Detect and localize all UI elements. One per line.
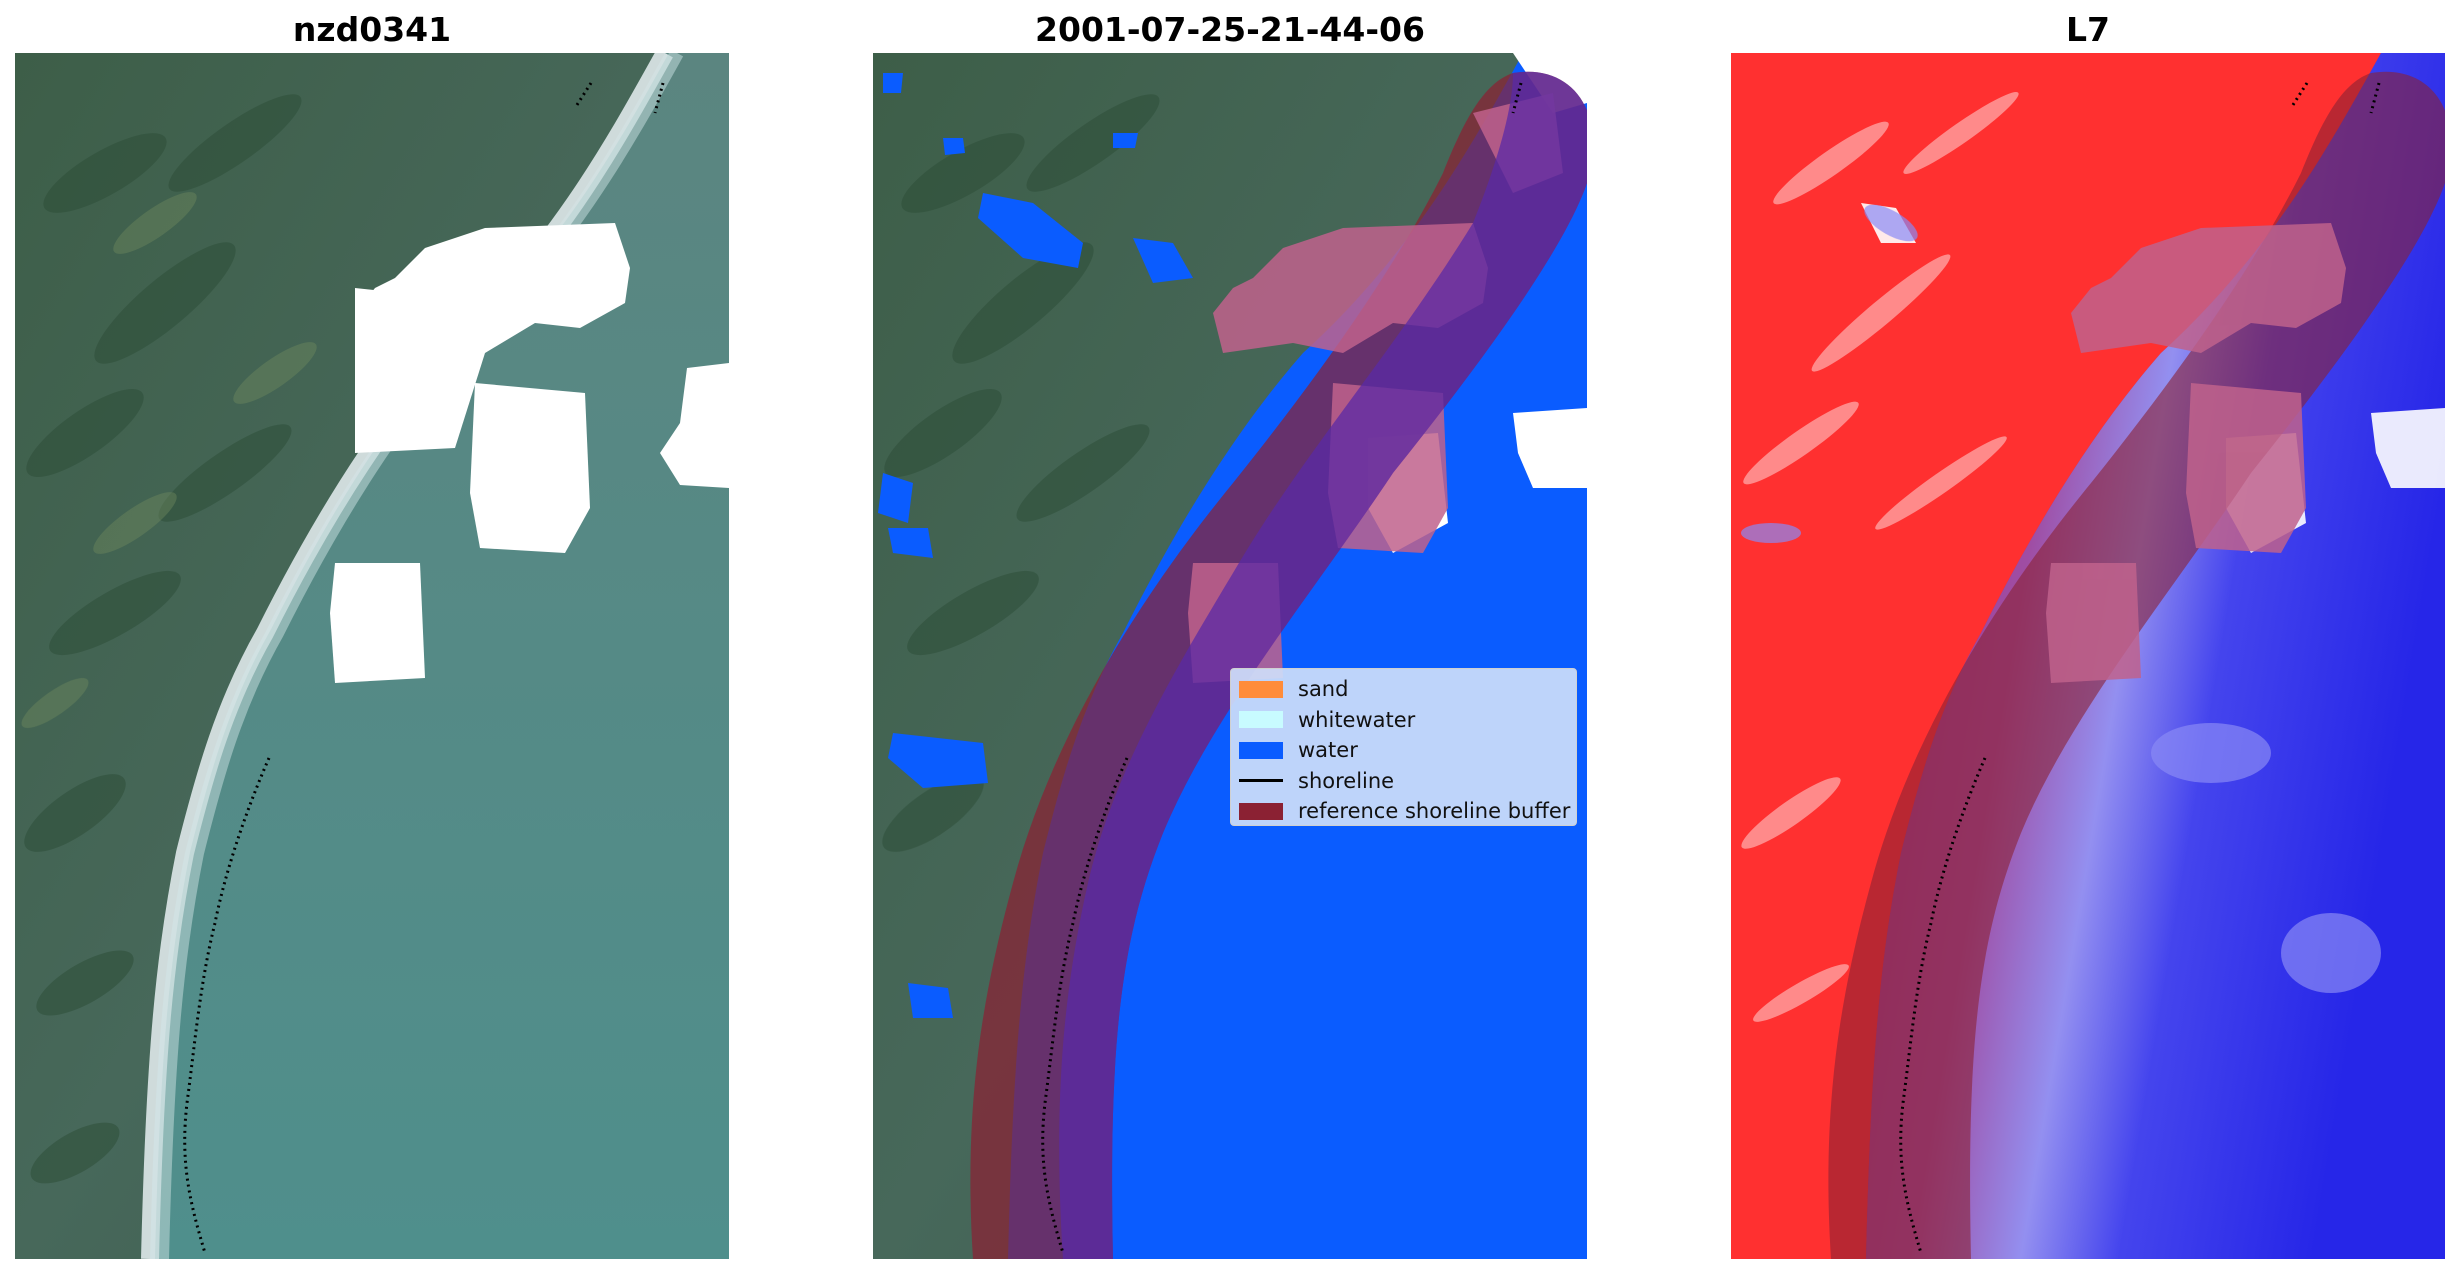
index-image: [1731, 53, 2445, 1259]
legend-item-shoreline: shoreline: [1239, 766, 1568, 797]
buffer-swatch: [1239, 802, 1283, 820]
legend-label: whitewater: [1298, 707, 1416, 732]
legend: sand whitewater water shoreline referenc…: [1230, 668, 1577, 826]
legend-label: shoreline: [1298, 768, 1395, 793]
panel-title-index: L7: [2066, 10, 2110, 49]
shoreline: [183, 757, 271, 1254]
panel-title-classified: 2001-07-25-21-44-06: [1035, 10, 1425, 49]
classified-image: [873, 53, 1587, 1259]
terrain-texture: [24, 94, 302, 1184]
legend-item-sand: sand: [1239, 674, 1568, 705]
shoreline-swatch: [1239, 779, 1283, 783]
legend-item-buffer: reference shoreline buffer: [1239, 796, 1571, 827]
sea-area: [150, 53, 729, 1259]
legend-label: water: [1298, 738, 1358, 763]
legend-item-water: water: [1239, 735, 1568, 766]
index-texture: [1741, 92, 2019, 1022]
whitewater-swatch: [1239, 711, 1283, 729]
sand-swatch: [1239, 680, 1283, 698]
panel-title-rgb: nzd0341: [292, 10, 452, 49]
rgb-image-panel: [15, 53, 729, 1259]
water-patches: [878, 73, 1193, 1018]
cloud-mask: [330, 223, 729, 683]
classified-image-panel: [873, 53, 1587, 1259]
index-image-panel: [1731, 53, 2445, 1259]
legend-item-whitewater: whitewater: [1239, 705, 1568, 736]
rgb-image: [15, 53, 729, 1259]
legend-label: reference shoreline buffer: [1298, 799, 1571, 824]
legend-label: sand: [1298, 677, 1349, 702]
water-swatch: [1239, 741, 1283, 759]
